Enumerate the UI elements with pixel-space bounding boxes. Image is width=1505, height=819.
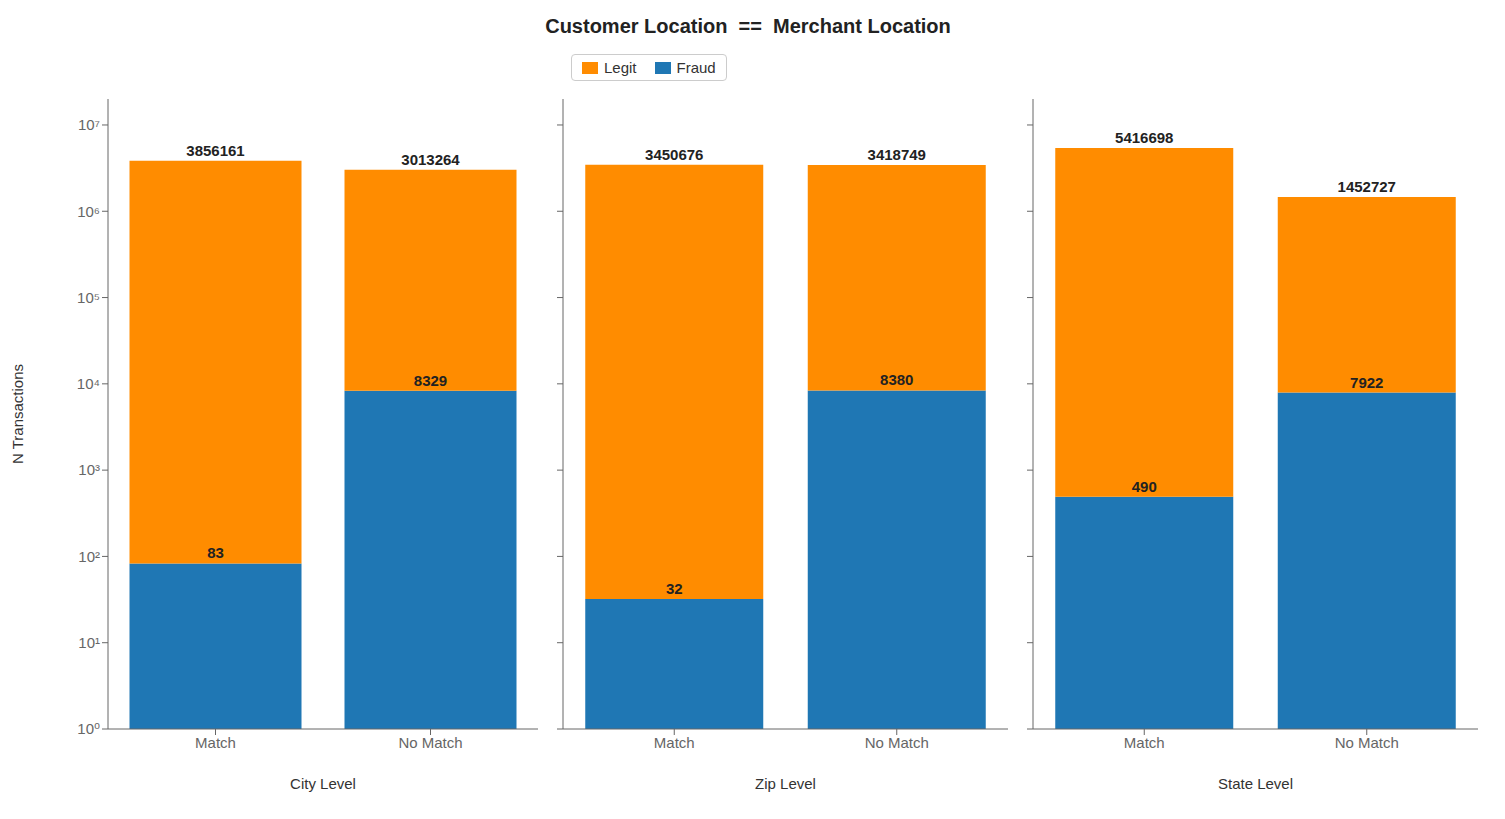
svg-text:Match: Match	[195, 734, 236, 751]
html-text:Legit: Legit	[604, 59, 637, 76]
svg-text:8380: 8380	[880, 371, 913, 388]
svg-text:10²: 10²	[78, 548, 100, 565]
svg-text:5416698: 5416698	[1115, 129, 1173, 146]
svg-text:3418749: 3418749	[868, 146, 926, 163]
svg-text:83: 83	[207, 544, 224, 561]
html-text:Fraud: Fraud	[676, 59, 716, 76]
svg-text:State Level: State Level	[1218, 775, 1293, 792]
svg-text:Match: Match	[1124, 734, 1165, 751]
svg-text:City Level: City Level	[290, 775, 356, 792]
svg-text:10⁰: 10⁰	[77, 720, 100, 737]
svg-text:10³: 10³	[78, 461, 100, 478]
svg-text:10⁶: 10⁶	[77, 203, 100, 220]
svg-text:No Match: No Match	[398, 734, 462, 751]
svg-text:No Match: No Match	[1335, 734, 1399, 751]
svg-text:Zip Level: Zip Level	[755, 775, 816, 792]
svg-text:Match: Match	[654, 734, 695, 751]
svg-text:32: 32	[666, 580, 683, 597]
html-text:Customer Location == Merchant: Customer Location == Merchant Location	[545, 15, 951, 37]
svg-text:1452727: 1452727	[1338, 178, 1396, 195]
svg-text:10⁵: 10⁵	[77, 289, 100, 306]
svg-text:N Transactions: N Transactions	[9, 364, 26, 464]
svg-text:10⁴: 10⁴	[77, 375, 100, 392]
svg-text:No Match: No Match	[865, 734, 929, 751]
svg-text:3013264: 3013264	[401, 151, 460, 168]
svg-text:10¹: 10¹	[78, 634, 100, 651]
svg-text:7922: 7922	[1350, 374, 1383, 391]
svg-text:490: 490	[1132, 478, 1157, 495]
svg-text:3856161: 3856161	[186, 142, 244, 159]
svg-text:10⁷: 10⁷	[78, 116, 100, 133]
svg-text:3450676: 3450676	[645, 146, 703, 163]
svg-text:8329: 8329	[414, 372, 447, 389]
